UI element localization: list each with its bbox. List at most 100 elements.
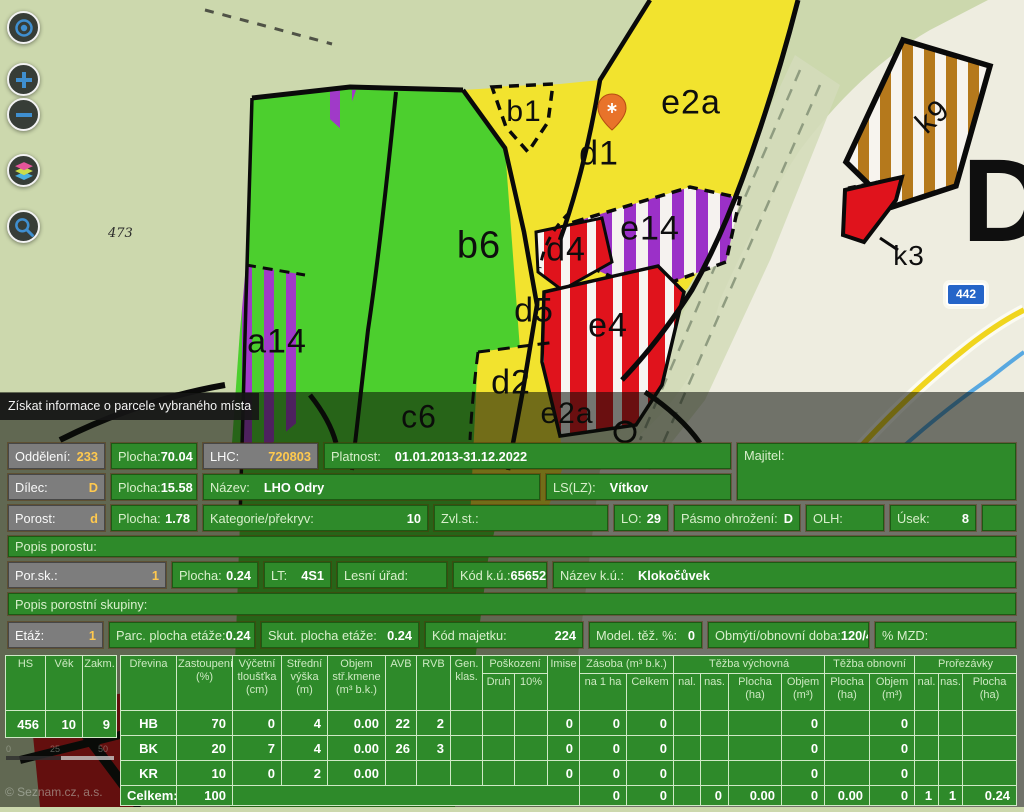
cell: BK [120,735,177,761]
col-celkem: Celkem [626,673,674,711]
field-majitel: Majitel: [737,443,1016,500]
cell: 0.24 [962,785,1018,806]
cell [962,735,1018,761]
cell: 0.00 [824,785,871,806]
cell [728,710,782,736]
cell: 4 [281,735,328,761]
cell: 2 [281,760,328,786]
field-nazev: Název: LHO Odry [203,474,540,500]
col-objem-kmene: Objem stř.kmene (m³ b.k.) [327,655,386,711]
cell: 0 [232,710,282,736]
cell [482,735,515,761]
total-empty-span [232,785,580,806]
field-usek: Úsek: 8 [890,505,976,531]
field-kod-majetku: Kód majetku: 224 [425,622,583,648]
field-plocha-porost: Plocha: 1.78 [111,505,197,531]
total-zastoupeni: 100 [176,785,233,806]
minus-icon [15,112,32,117]
total-label: Celkem: [120,785,177,806]
cell [450,735,483,761]
cell [700,760,729,786]
field-plocha-oddeleni: Plocha: 70.04 [111,443,197,469]
field-kod-ku: Kód k.ú.:656526 [453,562,547,588]
parcel-label: b1 [506,95,542,128]
field-pasmo: Pásmo ohrožení: D [674,505,800,531]
field-spacer [982,505,1016,531]
field-plocha-dilec: Plocha: 15.58 [111,474,197,500]
cell [938,760,964,786]
table-subheader-row: Druh 10% na 1 ha Celkem nal. nas. Plocha… [121,673,1018,711]
cell [673,735,701,761]
cell: 1 [914,785,940,806]
field-lslz: LS(LZ): Vítkov [546,474,731,500]
col-vycetni: Výčetní tloušťka (cm) [232,655,282,711]
field-lt: LT: 4S1 [264,562,331,588]
cell [824,760,871,786]
col-zakm: Zakm. [82,655,117,711]
parcel-label: k3 [893,240,925,271]
cell: 0.00 [728,785,782,806]
cell [673,785,701,806]
col-zastoupeni: Zastoupení (%) [176,655,233,711]
field-parc-plocha: Parc. plocha etáže: 0.24 [109,622,255,648]
field-model-tez: Model. těž. %: 0 [589,622,702,648]
cell: 0 [626,710,674,736]
cell [824,710,871,736]
layers-button[interactable] [7,154,40,187]
zoom-in-button[interactable] [7,63,40,96]
value-zakm: 9 [82,710,117,738]
cell: 0 [232,760,282,786]
cell: 0.00 [327,710,386,736]
spot-height-label: 473 [108,226,133,241]
group-poskozeni: Poškození [482,655,548,674]
cell: 0 [780,760,826,786]
cell [728,735,782,761]
cell [914,760,940,786]
cell: 4 [281,710,328,736]
col-nas: nas. [700,673,729,711]
locate-button[interactable] [7,11,40,44]
location-pin-icon [597,93,627,131]
field-kategorie: Kategorie/překryv: 10 [203,505,428,531]
field-zvlst: Zvl.st.: [434,505,608,531]
section-popis-porostu: Popis porostu: [8,536,1016,557]
zoom-out-button[interactable] [7,98,40,131]
cell [673,710,701,736]
col-plocha-ha: Plocha (ha) [962,673,1018,711]
field-dilec: Dílec: D [8,474,105,500]
cell: 10 [176,760,233,786]
cell: KR [120,760,177,786]
field-nazev-ku: Název k.ú.: Klokočůvek [553,562,1016,588]
cell: 26 [385,735,417,761]
cell [700,735,729,761]
cell: 22 [385,710,417,736]
search-button[interactable] [7,210,40,243]
cell: 0 [626,760,674,786]
cell [450,710,483,736]
cell: 0 [547,735,580,761]
cell: 0.00 [327,760,386,786]
map-scalebar: 0 25 50 [6,744,114,760]
field-skut-plocha: Skut. plocha etáže: 0.24 [261,622,419,648]
col-gen-klas: Gen. klas. [450,655,483,711]
value-hs: 456 [5,710,46,738]
col-drevina: Dřevina [120,655,177,711]
value-vek: 10 [45,710,83,738]
field-oddeleni: Oddělení: 233 [8,443,105,469]
parcel-label: a14 [247,322,307,361]
field-mzd: % MZD: [875,622,1016,648]
layers-icon [14,161,33,180]
col-nas: nas. [938,673,964,711]
cell: 70 [176,710,233,736]
field-obmyti: Obmýtí/obnovní doba:120/40 [708,622,869,648]
table-group-header-row: Dřevina Zastoupení (%) Výčetní tloušťka … [120,655,1018,711]
cell: 20 [176,735,233,761]
cell: 0 [869,735,916,761]
field-lo: LO: 29 [614,505,668,531]
cell: 0 [780,710,826,736]
group-tezba-vychovna: Těžba výchovná [672,655,826,674]
cell [385,760,417,786]
field-platnost: Platnost: 01.01.2013-31.12.2022 [324,443,731,469]
cell: 0 [579,735,627,761]
